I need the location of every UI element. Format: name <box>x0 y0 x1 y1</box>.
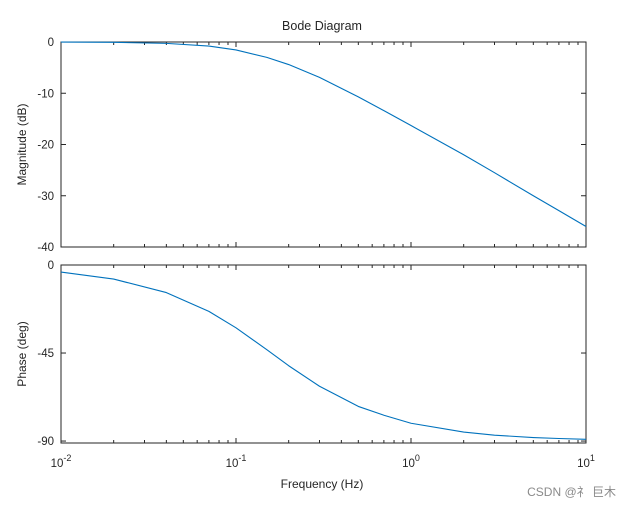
x-tick-label: 100 <box>402 453 420 470</box>
magnitude-y-tick-label: -20 <box>37 140 54 152</box>
magnitude-y-axis-label: Magnitude (dB) <box>15 103 29 185</box>
phase-axes-box <box>60 264 587 444</box>
magnitude-y-tick-label: 0 <box>48 37 54 49</box>
x-tick-label: 10-2 <box>51 453 72 470</box>
magnitude-series-line <box>60 41 587 227</box>
x-axis-label: Frequency (Hz) <box>281 477 364 491</box>
magnitude-y-tick-label: -10 <box>37 88 54 100</box>
watermark: CSDN @礻 巨木 <box>527 485 616 499</box>
phase-y-tick-label: 0 <box>48 260 54 272</box>
phase-y-tick-label: -90 <box>37 436 54 448</box>
phase-y-tick-label: -45 <box>37 348 54 360</box>
magnitude-plot: 0 -10 -20 -30 -40 Magnitude (dB) <box>15 37 587 254</box>
phase-series-line <box>60 271 587 440</box>
magnitude-y-tick-label: -40 <box>37 242 54 254</box>
magnitude-axes-box <box>60 41 587 248</box>
magnitude-y-tick-label: -30 <box>37 191 54 203</box>
phase-y-axis-label: Phase (deg) <box>15 321 29 386</box>
chart-title: Bode Diagram <box>282 19 362 33</box>
x-tick-label: 10-1 <box>226 453 247 470</box>
x-tick-label: 101 <box>577 453 595 470</box>
phase-plot: 0 -45 -90 Phase (deg) <box>15 260 587 448</box>
